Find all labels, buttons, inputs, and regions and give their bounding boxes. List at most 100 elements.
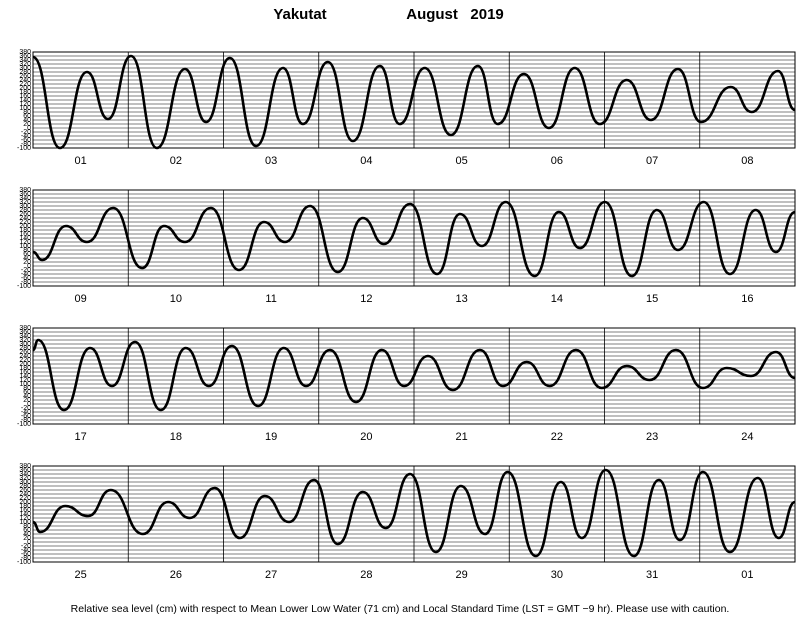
y-tick-label: 260 (19, 487, 31, 494)
y-tick-label: 300 (19, 65, 31, 72)
y-tick-label: -40 (21, 271, 31, 278)
y-tick-label: 60 (23, 389, 31, 396)
y-tick-label: 60 (23, 113, 31, 120)
plot-frame (32, 327, 796, 425)
chart-title: Yakutat (273, 6, 326, 23)
plot-frame (32, 189, 796, 287)
day-label: 23 (646, 431, 658, 443)
y-tick-label: 0 (27, 263, 31, 270)
y-tick-label: 20 (23, 535, 31, 542)
y-tick-label: 320 (19, 61, 31, 68)
y-tick-label: 300 (19, 479, 31, 486)
y-tick-label: 120 (19, 101, 31, 108)
day-label: 24 (741, 431, 753, 443)
y-tick-label: 340 (19, 333, 31, 340)
y-tick-label: 340 (19, 57, 31, 64)
y-tick-label: 340 (19, 195, 31, 202)
day-label: 05 (456, 155, 468, 167)
y-tick-label: 80 (23, 247, 31, 254)
day-label: 10 (170, 293, 182, 305)
day-label: 02 (170, 155, 182, 167)
y-tick-label: -100 (17, 559, 31, 566)
day-label: 25 (75, 569, 87, 581)
day-label: 06 (551, 155, 563, 167)
y-tick-label: 340 (19, 471, 31, 478)
y-tick-label: -60 (21, 275, 31, 282)
day-label: 16 (741, 293, 753, 305)
chart-subtitle: August 2019 (406, 6, 504, 23)
y-tick-label: 380 (19, 325, 31, 332)
plot-area (33, 338, 795, 412)
y-tick-label: 80 (23, 109, 31, 116)
y-tick-label: 40 (23, 531, 31, 538)
y-tick-label: -20 (21, 267, 31, 274)
y-tick-label: 360 (19, 329, 31, 336)
y-tick-label: 320 (19, 337, 31, 344)
y-tick-label: 280 (19, 207, 31, 214)
y-tick-label: -60 (21, 551, 31, 558)
y-tick-label: 240 (19, 491, 31, 498)
y-tick-label: -80 (21, 279, 31, 286)
y-tick-label: -40 (21, 133, 31, 140)
footnote: Relative sea level (cm) with respect to … (71, 603, 730, 615)
day-label: 12 (360, 293, 372, 305)
y-tick-label: 360 (19, 191, 31, 198)
y-tick-label: 20 (23, 121, 31, 128)
y-tick-label: 300 (19, 341, 31, 348)
y-tick-label: 240 (19, 77, 31, 84)
y-tick-label: 40 (23, 255, 31, 262)
day-label: 18 (170, 431, 182, 443)
y-tick-label: 200 (19, 499, 31, 506)
y-tick-label: 380 (19, 187, 31, 194)
y-tick-label: -20 (21, 129, 31, 136)
y-tick-label: 140 (19, 97, 31, 104)
day-label: 11 (265, 293, 276, 305)
day-label: 13 (456, 293, 468, 305)
tide-line (33, 54, 795, 150)
y-tick-label: 380 (19, 49, 31, 56)
day-label: 20 (360, 431, 372, 443)
y-tick-label: 140 (19, 511, 31, 518)
y-tick-label: -100 (17, 145, 31, 152)
plot-frame (32, 465, 796, 563)
y-tick-label: 260 (19, 211, 31, 218)
y-tick-label: 60 (23, 251, 31, 258)
y-tick-label: 20 (23, 397, 31, 404)
tide-line (33, 338, 795, 412)
y-tick-label: 380 (19, 463, 31, 470)
y-tick-label: 320 (19, 199, 31, 206)
y-tick-label: 40 (23, 117, 31, 124)
tide-line (33, 468, 795, 558)
y-tick-label: 120 (19, 377, 31, 384)
y-tick-label: 120 (19, 239, 31, 246)
y-tick-label: -80 (21, 141, 31, 148)
y-tick-label: 200 (19, 85, 31, 92)
y-tick-label: -40 (21, 409, 31, 416)
y-tick-label: 0 (27, 125, 31, 132)
day-label: 30 (551, 569, 563, 581)
y-tick-label: 260 (19, 73, 31, 80)
y-tick-label: 360 (19, 467, 31, 474)
day-label: 17 (75, 431, 87, 443)
day-label: 08 (741, 155, 753, 167)
y-tick-label: 160 (19, 507, 31, 514)
y-tick-label: -40 (21, 547, 31, 554)
y-tick-label: 40 (23, 393, 31, 400)
y-tick-label: -60 (21, 413, 31, 420)
y-tick-label: -80 (21, 555, 31, 562)
y-tick-label: 100 (19, 381, 31, 388)
y-tick-label: 120 (19, 515, 31, 522)
day-label: 09 (75, 293, 87, 305)
day-label: 15 (646, 293, 658, 305)
day-label: 19 (265, 431, 277, 443)
y-tick-label: 100 (19, 105, 31, 112)
y-tick-label: 80 (23, 523, 31, 530)
day-label: 31 (646, 569, 658, 581)
y-tick-label: -80 (21, 417, 31, 424)
day-label: 21 (456, 431, 468, 443)
plot-area (33, 200, 795, 278)
y-tick-label: 280 (19, 69, 31, 76)
y-tick-label: 200 (19, 361, 31, 368)
y-tick-label: 0 (27, 401, 31, 408)
